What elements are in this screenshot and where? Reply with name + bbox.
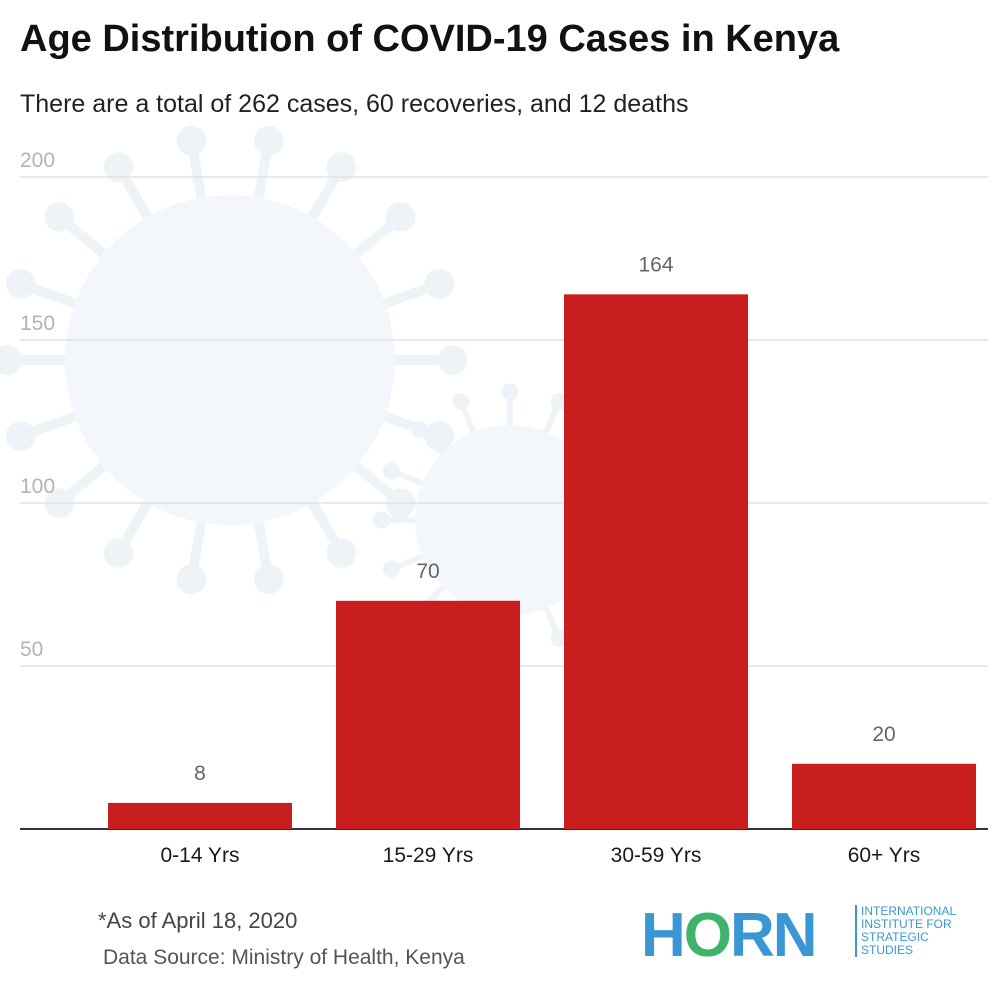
y-tick-label: 150: [20, 312, 55, 335]
logo-line: INSTITUTE FOR: [861, 917, 952, 931]
y-tick-label: 200: [20, 149, 55, 172]
logo-line: INTERNATIONAL: [861, 904, 957, 918]
x-tick-label: 60+ Yrs: [848, 844, 921, 867]
horn-logo: HORN INTERNATIONAL INSTITUTE FOR STRATEG…: [641, 905, 971, 967]
logo-line: STRATEGIC: [861, 930, 929, 944]
bar: [108, 802, 292, 829]
data-label: 70: [416, 560, 439, 583]
virus-background-icon: [0, 125, 647, 657]
x-tick-label: 0-14 Yrs: [161, 844, 240, 867]
data-label: 20: [872, 723, 895, 746]
logo-line: STUDIES: [861, 943, 914, 957]
date-note: *As of April 18, 2020: [98, 908, 298, 933]
data-label: 8: [194, 762, 206, 785]
bar: [564, 294, 748, 829]
bar: [792, 763, 976, 829]
x-tick-label: 30-59 Yrs: [611, 844, 702, 867]
y-tick-label: 50: [20, 638, 43, 661]
bar: [336, 600, 520, 829]
chart-subtitle: There are a total of 262 cases, 60 recov…: [20, 90, 689, 118]
data-label: 164: [638, 253, 673, 276]
data-source: Data Source: Ministry of Health, Kenya: [103, 946, 465, 969]
logo-o-icon: O: [683, 901, 732, 970]
bar-chart: 50 100 150 200 8 0-14 Yrs 70 15-29 Yrs 164 30-59 …: [0, 125, 988, 867]
y-tick-label: 100: [20, 475, 55, 498]
chart-title: Age Distribution of COVID-19 Cases in Ke…: [20, 18, 840, 60]
logo-text: INTERNATIONAL INSTITUTE FOR STRATEGIC ST…: [855, 905, 956, 957]
x-tick-label: 15-29 Yrs: [383, 844, 474, 867]
logo-mark: HORN: [641, 901, 818, 970]
